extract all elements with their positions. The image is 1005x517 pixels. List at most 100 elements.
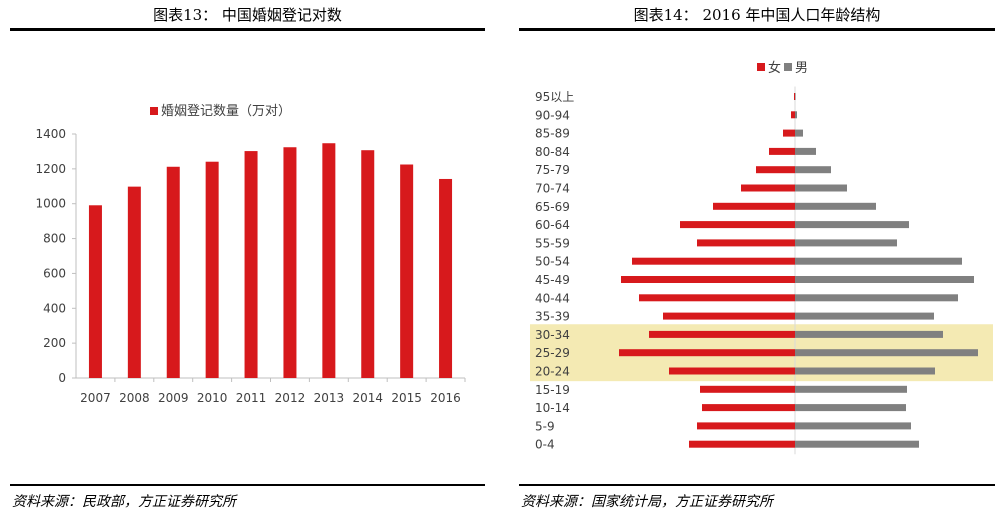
category-label: 70-74 bbox=[535, 182, 570, 196]
category-label: 60-64 bbox=[535, 218, 570, 232]
bar-2016 bbox=[439, 178, 453, 378]
bar-female-85-89 bbox=[783, 129, 795, 137]
category-label: 55-59 bbox=[535, 236, 570, 250]
population-pyramid-chart: 女男 95以上 90-94 85-89 80-84 75-79 70-74 65-69 60-6… bbox=[530, 60, 993, 455]
bar-female-55-59 bbox=[697, 239, 795, 247]
bar-male-5-9 bbox=[795, 422, 911, 430]
bar-male-0-4 bbox=[795, 440, 919, 448]
bar-female-40-44 bbox=[639, 294, 795, 302]
chart-legend: 婚姻登记数量（万对） bbox=[150, 104, 291, 119]
x-tick-label: 2012 bbox=[275, 391, 306, 405]
source-note: 资料来源：民政部，方正证券研究所 bbox=[12, 494, 236, 510]
bar-male-50-54 bbox=[795, 257, 962, 265]
bar-2008 bbox=[127, 186, 141, 378]
bar-female-0-4 bbox=[689, 440, 795, 448]
bar-female-5-9 bbox=[697, 422, 795, 430]
legend-swatch bbox=[150, 107, 158, 115]
bar-2012 bbox=[283, 147, 297, 378]
bottom-rule bbox=[519, 484, 995, 486]
figure-title: 图表13： 中国婚姻登记对数 bbox=[153, 6, 342, 24]
figure-title: 图表14： 2016 年中国人口年龄结构 bbox=[633, 6, 881, 24]
bar-female-75-79 bbox=[756, 166, 795, 174]
x-tick-label: 2015 bbox=[391, 391, 422, 405]
bar-female-15-19 bbox=[700, 385, 795, 393]
y-tick-label: 1000 bbox=[35, 197, 66, 211]
category-label: 85-89 bbox=[535, 127, 570, 141]
bar-female-90-94 bbox=[791, 111, 795, 119]
category-label: 95以上 bbox=[535, 90, 574, 104]
bar-male-10-14 bbox=[795, 404, 906, 412]
category-label: 80-84 bbox=[535, 145, 570, 159]
bar-2014 bbox=[361, 150, 375, 378]
x-tick-label: 2011 bbox=[236, 391, 267, 405]
y-tick-label: 200 bbox=[43, 336, 66, 350]
bar-2007 bbox=[88, 205, 102, 378]
y-tick-label: 1400 bbox=[35, 127, 66, 141]
bar-male-65-69 bbox=[795, 202, 876, 210]
y-tick-label: 0 bbox=[58, 371, 66, 385]
source-note: 资料来源：国家统计局，方正证券研究所 bbox=[521, 494, 773, 510]
bar-female-35-39 bbox=[663, 312, 795, 320]
y-tick-label: 1200 bbox=[35, 162, 66, 176]
bar-male-25-29 bbox=[795, 349, 978, 357]
bar-male-85-89 bbox=[795, 129, 803, 137]
bar-2015 bbox=[400, 164, 414, 378]
bar-male-15-19 bbox=[795, 385, 907, 393]
legend-label: 婚姻登记数量（万对） bbox=[161, 104, 291, 119]
bar-female-65-69 bbox=[713, 202, 795, 210]
y-tick-label: 800 bbox=[43, 232, 66, 246]
bar-male-40-44 bbox=[795, 294, 958, 302]
y-tick-label: 600 bbox=[43, 266, 66, 280]
bar-male-75-79 bbox=[795, 166, 831, 174]
category-label: 65-69 bbox=[535, 200, 570, 214]
category-label: 35-39 bbox=[535, 310, 570, 324]
bar-female-20-24 bbox=[669, 367, 795, 375]
category-label: 15-19 bbox=[535, 383, 570, 397]
bar-female-10-14 bbox=[702, 404, 795, 412]
bar-female-25-29 bbox=[619, 349, 795, 357]
bar-male-80-84 bbox=[795, 147, 816, 155]
bar-female-30-34 bbox=[649, 330, 795, 338]
category-label: 40-44 bbox=[535, 291, 570, 305]
bar-female-60-64 bbox=[680, 221, 795, 229]
bottom-rule bbox=[10, 484, 485, 486]
bar-male-55-59 bbox=[795, 239, 897, 247]
category-label: 90-94 bbox=[535, 108, 570, 122]
bar-2013 bbox=[322, 143, 336, 378]
x-tick-label: 2014 bbox=[352, 391, 383, 405]
x-tick-label: 2010 bbox=[197, 391, 228, 405]
bar-2009 bbox=[166, 166, 180, 378]
top-rule bbox=[10, 28, 485, 31]
bar-female-45-49 bbox=[621, 276, 795, 283]
top-rule bbox=[519, 28, 995, 31]
marriage-bar-chart: 婚姻登记数量（万对） 0 200 400 600 800 1000 1200 1400 2007 2… bbox=[35, 104, 466, 405]
bar-male-20-24 bbox=[795, 367, 935, 375]
bar-female-80-84 bbox=[769, 147, 795, 155]
bar-male-95以上 bbox=[795, 93, 796, 100]
bar-female-70-74 bbox=[741, 184, 795, 192]
x-tick-label: 2013 bbox=[314, 391, 345, 405]
chart-legend: 女男 bbox=[757, 60, 808, 76]
bar-male-45-49 bbox=[795, 276, 974, 283]
x-tick-label: 2008 bbox=[119, 391, 150, 405]
bar-male-60-64 bbox=[795, 221, 909, 229]
y-tick-label: 400 bbox=[43, 301, 66, 315]
bar-2010 bbox=[205, 161, 219, 378]
bar-male-70-74 bbox=[795, 184, 847, 192]
category-label: 75-79 bbox=[535, 163, 570, 177]
legend-label-male: 男 bbox=[795, 61, 808, 76]
category-label: 50-54 bbox=[535, 255, 570, 269]
bar-male-35-39 bbox=[795, 312, 934, 320]
bar-female-50-54 bbox=[632, 257, 795, 265]
legend-swatch-female bbox=[757, 63, 765, 71]
bar-male-30-34 bbox=[795, 330, 943, 338]
legend-swatch-male bbox=[784, 63, 792, 71]
category-label: 45-49 bbox=[535, 273, 570, 287]
category-label: 10-14 bbox=[535, 401, 570, 415]
category-label: 25-29 bbox=[535, 346, 570, 360]
x-tick-label: 2016 bbox=[430, 391, 461, 405]
bar-male-90-94 bbox=[795, 111, 797, 119]
bar-2011 bbox=[244, 151, 258, 378]
bar-female-95以上 bbox=[794, 93, 795, 100]
category-label: 30-34 bbox=[535, 328, 570, 342]
